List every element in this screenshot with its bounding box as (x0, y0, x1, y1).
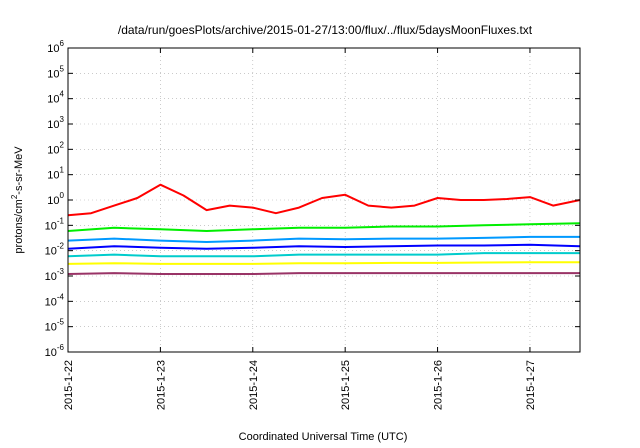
y-tick-base: 10 (47, 68, 59, 80)
y-tick-exponent: 6 (60, 39, 65, 48)
series-line-2 (67, 222, 581, 232)
y-tick-label: 102 (47, 140, 64, 156)
y-tick-label: 10-2 (45, 242, 65, 258)
y-tick-label: 101 (47, 166, 64, 182)
y-tick-base: 10 (47, 43, 59, 55)
x-tick-label: 2015-1-22 (63, 360, 75, 410)
x-tick-label: 2015-1-24 (248, 360, 260, 410)
y-tick-base: 10 (45, 246, 57, 258)
y-tick-base: 10 (45, 347, 57, 359)
y-tick-exponent: -1 (57, 216, 65, 225)
series-line-7 (67, 272, 580, 275)
y-axis: 10-610-510-410-310-210-11001011021031041… (45, 39, 580, 359)
y-tick-base: 10 (47, 170, 59, 182)
series-line-6 (67, 261, 580, 265)
y-tick-base: 10 (45, 220, 57, 232)
x-tick-label: 2015-1-23 (155, 360, 167, 410)
chart-title: /data/run/goesPlots/archive/2015-01-27/1… (118, 23, 533, 37)
y-tick-exponent: -2 (57, 242, 65, 251)
series-line-1 (67, 183, 581, 217)
y-tick-base: 10 (47, 94, 59, 106)
y-tick-label: 100 (47, 191, 64, 207)
y-tick-exponent: -5 (57, 318, 65, 327)
y-axis-label-prefix: protons/cm (13, 199, 25, 253)
y-tick-label: 10-1 (45, 216, 65, 232)
series-line-4 (67, 243, 581, 250)
y-tick-label: 105 (47, 64, 64, 80)
y-tick-exponent: 0 (60, 191, 65, 200)
y-tick-label: 10-3 (45, 267, 65, 283)
y-axis-label-superscript: 2 (10, 194, 19, 199)
x-axis: 2015-1-22 2015-1-23 2015-1-24 2015-1-25 2015… (63, 48, 537, 410)
x-tick-label: 2015-1-25 (340, 360, 352, 410)
y-tick-base: 10 (47, 119, 59, 131)
y-tick-exponent: 1 (60, 166, 65, 175)
series-line-3 (67, 235, 580, 243)
y-tick-label: 10-4 (45, 292, 65, 308)
y-tick-base: 10 (45, 271, 57, 283)
y-tick-label: 10-6 (45, 343, 65, 359)
y-tick-label: 10-5 (45, 318, 65, 334)
y-tick-label: 103 (47, 115, 64, 131)
y-tick-label: 104 (47, 90, 64, 106)
y-tick-label: 106 (47, 39, 64, 55)
y-tick-base: 10 (45, 322, 57, 334)
y-tick-exponent: -3 (57, 267, 65, 276)
x-tick-label: 2015-1-27 (525, 360, 537, 410)
y-tick-exponent: 3 (60, 115, 65, 124)
y-tick-base: 10 (47, 195, 59, 207)
y-axis-label-suffix: -s-sr-MeV (13, 146, 25, 195)
series-line-5 (67, 252, 580, 258)
y-tick-base: 10 (47, 144, 59, 156)
y-tick-base: 10 (45, 296, 57, 308)
y-tick-exponent: 2 (60, 140, 65, 149)
series-group (67, 183, 581, 275)
y-axis-label: protons/cm2-s-sr-MeV (10, 146, 25, 254)
y-tick-exponent: 4 (60, 90, 65, 99)
x-tick-label: 2015-1-26 (433, 360, 445, 410)
y-tick-exponent: 5 (60, 64, 65, 73)
y-tick-exponent: -4 (57, 292, 65, 301)
y-tick-exponent: -6 (57, 343, 65, 352)
x-axis-label: Coordinated Universal Time (UTC) (239, 431, 408, 443)
